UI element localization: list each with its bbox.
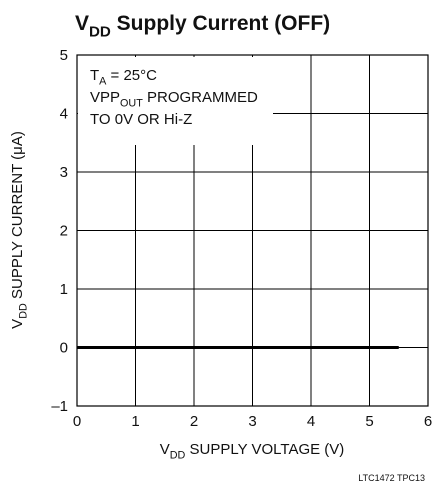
y-tick-label: 2 [60,223,68,240]
chart-title-part: V [75,12,89,35]
annotation-part: VPP [90,89,120,106]
y-tick-label: 3 [60,164,68,181]
x-axis-label-part: DD [170,450,186,462]
x-tick-label: 2 [190,413,198,430]
y-axis-label-part: DD [18,303,30,319]
annotation-part: PROGRAMMED [143,89,258,106]
annotation: TA = 25°C [90,67,157,88]
chart-title: VDD Supply Current (OFF) [75,12,330,40]
x-tick-label: 0 [73,413,81,430]
x-axis-label-part: SUPPLY VOLTAGE (V) [185,441,344,458]
x-tick-label: 5 [365,413,373,430]
x-tick-label: 3 [248,413,256,430]
annotation-box [78,57,273,145]
annotation-part: = 25°C [106,67,157,84]
chart-title-part: DD [89,23,111,40]
y-tick-label: –1 [51,398,68,415]
annotation-part: T [90,67,99,84]
annotation: TO 0V OR Hi-Z [90,111,192,128]
x-tick-label: 1 [131,413,139,430]
y-axis-label-part: SUPPLY CURRENT (μA) [9,131,26,303]
annotation-part: TO 0V OR Hi-Z [90,111,192,128]
x-axis-label: VDD SUPPLY VOLTAGE (V) [160,441,345,462]
annotation-part: A [99,76,107,88]
y-tick-label: 0 [60,340,68,357]
chart-title-part: Supply Current (OFF) [111,12,330,35]
y-tick-label: 5 [60,47,68,64]
y-tick-label: 4 [60,106,68,123]
x-axis-label-part: V [160,441,170,458]
plot-border [76,54,429,407]
y-tick-label: 1 [60,281,68,298]
x-tick-label: 6 [424,413,432,430]
footnote: LTC1472 TPC13 [358,473,425,483]
annotation: VPPOUT PROGRAMMED [90,89,258,110]
y-axis-label: VDD SUPPLY CURRENT (μA) [9,131,30,329]
annotation-part: OUT [120,98,143,110]
x-tick-label: 4 [307,413,315,430]
y-axis-label-part: V [9,319,26,329]
